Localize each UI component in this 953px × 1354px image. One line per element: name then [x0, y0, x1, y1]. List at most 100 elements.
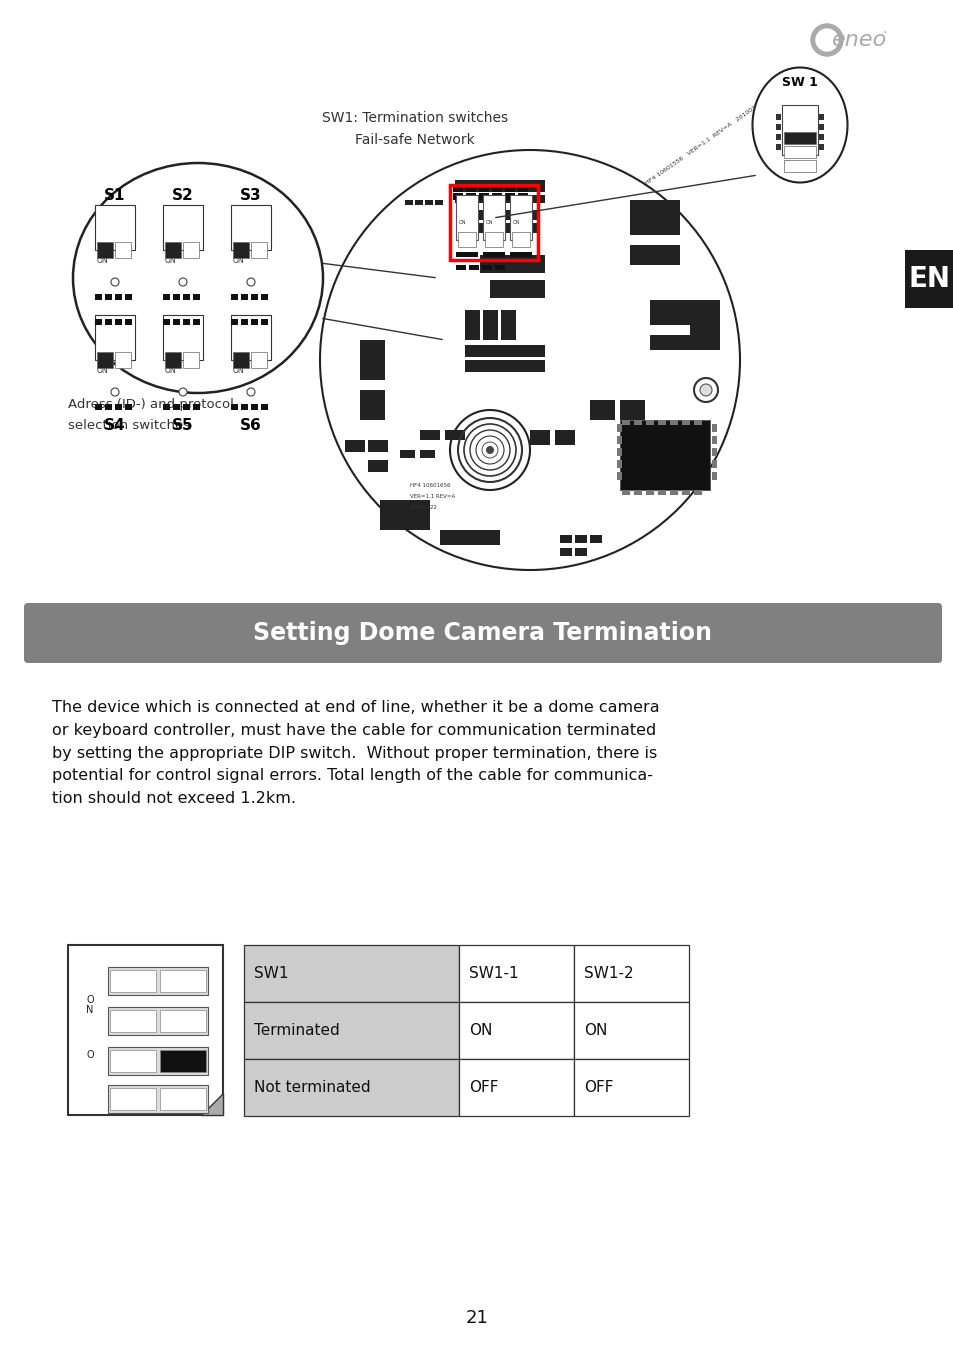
Bar — [464, 345, 544, 357]
Bar — [105, 214, 112, 219]
Bar — [818, 125, 823, 130]
Bar — [478, 185, 489, 192]
Text: ON: ON — [97, 256, 109, 265]
Text: ON: ON — [97, 366, 109, 375]
Circle shape — [111, 389, 119, 395]
Bar — [244, 1002, 458, 1059]
Text: The device which is connected at end of line, whether it be a dome camera
or key: The device which is connected at end of … — [52, 700, 659, 806]
Text: Adress (ID-) and protocol
selection switches: Adress (ID-) and protocol selection swit… — [68, 398, 233, 432]
Bar — [575, 535, 586, 543]
Text: EN: EN — [907, 265, 949, 292]
Bar — [160, 1049, 206, 1072]
Bar — [160, 1010, 206, 1032]
Bar — [459, 210, 539, 219]
Bar — [261, 294, 268, 301]
Text: S3: S3 — [240, 187, 261, 203]
Bar — [693, 490, 701, 496]
Bar — [510, 252, 532, 257]
Bar — [241, 214, 248, 219]
Bar — [512, 232, 530, 246]
Text: Not terminated: Not terminated — [253, 1080, 370, 1095]
Bar — [711, 436, 717, 444]
Bar — [261, 403, 268, 410]
Bar — [555, 431, 575, 445]
Bar — [399, 450, 415, 458]
Bar — [458, 945, 574, 1002]
Bar — [251, 320, 257, 325]
Text: HF4 10601656: HF4 10601656 — [410, 483, 450, 487]
Bar — [165, 242, 181, 259]
Ellipse shape — [73, 162, 323, 393]
Bar — [617, 424, 621, 432]
Text: Fail-safe Network: Fail-safe Network — [355, 133, 475, 148]
Bar — [97, 352, 112, 368]
Bar — [621, 420, 629, 425]
Circle shape — [815, 28, 837, 51]
Bar — [231, 214, 237, 219]
Bar — [115, 242, 131, 259]
Bar — [444, 431, 464, 440]
Bar — [193, 294, 200, 301]
Bar — [261, 214, 268, 219]
Circle shape — [693, 378, 718, 402]
Bar — [711, 460, 717, 468]
Bar — [458, 1059, 574, 1116]
Bar — [163, 403, 170, 410]
Bar — [482, 310, 497, 340]
Text: Terminated: Terminated — [253, 1024, 339, 1039]
Bar — [617, 448, 621, 456]
Bar — [110, 1010, 156, 1032]
Bar — [435, 200, 442, 204]
Circle shape — [485, 445, 494, 454]
Bar — [482, 195, 504, 240]
Bar — [115, 214, 122, 219]
Bar — [664, 431, 684, 445]
Bar — [244, 945, 458, 1002]
Bar — [621, 490, 629, 496]
Bar — [517, 185, 527, 192]
Bar — [530, 431, 550, 445]
Bar — [439, 529, 499, 546]
Bar — [711, 424, 717, 432]
Bar — [115, 352, 131, 368]
Text: OFF: OFF — [469, 1080, 498, 1095]
Bar — [183, 214, 190, 219]
Bar — [183, 352, 199, 368]
Text: SW1: SW1 — [253, 965, 288, 982]
Bar — [97, 242, 112, 259]
Bar — [183, 242, 199, 259]
Bar — [495, 265, 504, 269]
Bar — [458, 1002, 574, 1059]
Circle shape — [179, 389, 187, 395]
Bar — [619, 399, 644, 420]
Text: eneo: eneo — [832, 30, 886, 50]
Bar — [95, 320, 102, 325]
Bar — [251, 352, 267, 368]
Bar — [619, 420, 709, 490]
Bar — [241, 294, 248, 301]
Bar — [125, 403, 132, 410]
Circle shape — [319, 150, 740, 570]
Bar — [575, 548, 586, 556]
Bar — [681, 490, 689, 496]
Text: S5: S5 — [172, 417, 193, 432]
Bar — [105, 294, 112, 301]
Bar — [465, 194, 476, 200]
Bar — [108, 967, 208, 995]
Text: ON: ON — [469, 1024, 492, 1039]
Bar — [617, 436, 621, 444]
Bar — [818, 144, 823, 150]
Bar — [379, 500, 430, 529]
Bar — [108, 1007, 208, 1034]
Bar — [165, 352, 181, 368]
Bar — [904, 250, 953, 307]
Circle shape — [700, 385, 711, 395]
Text: ON: ON — [165, 366, 176, 375]
Bar — [251, 294, 257, 301]
Text: S4: S4 — [104, 417, 126, 432]
Text: ON: ON — [233, 366, 244, 375]
Text: Setting Dome Camera Termination: Setting Dome Camera Termination — [253, 621, 712, 645]
Bar — [617, 473, 621, 481]
FancyBboxPatch shape — [24, 603, 941, 663]
Bar — [241, 320, 248, 325]
